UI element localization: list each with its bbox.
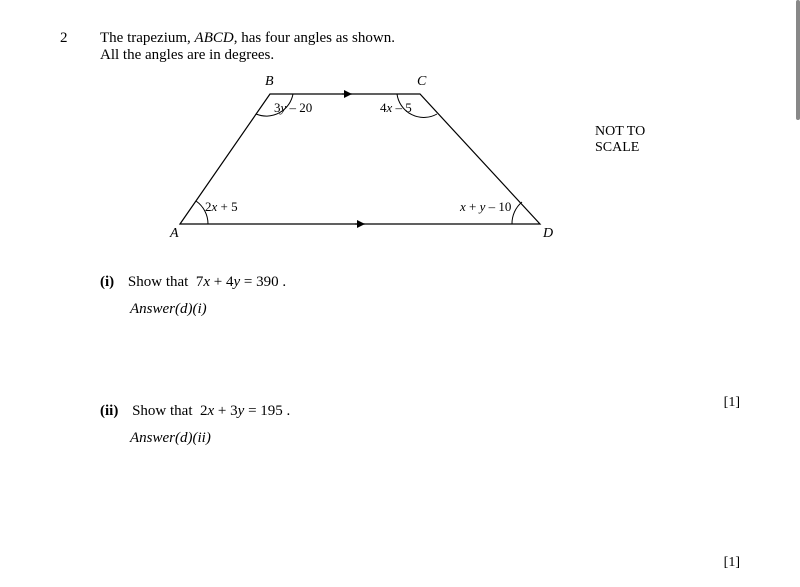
part-i-label: (i): [100, 274, 114, 290]
trapezium-diagram: A B C D 3y – 20 4x – 5 2x + 5 x + y – 10: [170, 74, 560, 249]
angle-label-a: 2x + 5: [205, 199, 238, 215]
vertex-label-d: D: [543, 226, 553, 242]
trapezium-svg: [170, 74, 560, 244]
part-ii-answer-label: Answer(d)(ii): [130, 430, 740, 447]
intro-line-1: The trapezium, ABCD, has four angles as …: [100, 30, 395, 46]
arrow-ad-icon: [355, 220, 365, 228]
question-number: 2: [60, 30, 68, 47]
intro-line-2: All the angles are in degrees.: [100, 47, 274, 63]
part-ii-marks: [1]: [724, 555, 740, 571]
intro: The trapezium, ABCD, has four angles as …: [100, 30, 740, 64]
angle-label-d: x + y – 10: [460, 199, 511, 215]
part-i-marks: [1]: [724, 395, 740, 411]
part-i-text: Show that 7x + 4y = 390 .: [128, 274, 286, 290]
vertex-label-c: C: [417, 74, 426, 90]
angle-label-c: 4x – 5: [380, 100, 412, 116]
diagram-block: A B C D 3y – 20 4x – 5 2x + 5 x + y – 10…: [100, 74, 740, 254]
page: 2 The trapezium, ABCD, has four angles a…: [0, 0, 800, 473]
arc-d: [512, 202, 522, 224]
vertex-label-b: B: [265, 74, 274, 90]
part-i: (i) Show that 7x + 4y = 390 . Answer(d)(…: [100, 274, 740, 318]
angle-label-b: 3y – 20: [274, 100, 312, 116]
arrow-bc-icon: [342, 90, 352, 98]
not-to-scale-label: NOT TO SCALE: [595, 124, 645, 156]
part-ii: (ii) Show that 2x + 3y = 195 . Answer(d)…: [100, 403, 740, 447]
part-i-answer-label: Answer(d)(i): [130, 301, 740, 318]
vertex-label-a: A: [170, 226, 179, 242]
part-ii-label: (ii): [100, 403, 118, 419]
content: The trapezium, ABCD, has four angles as …: [100, 30, 740, 447]
part-ii-text: Show that 2x + 3y = 195 .: [132, 403, 290, 419]
